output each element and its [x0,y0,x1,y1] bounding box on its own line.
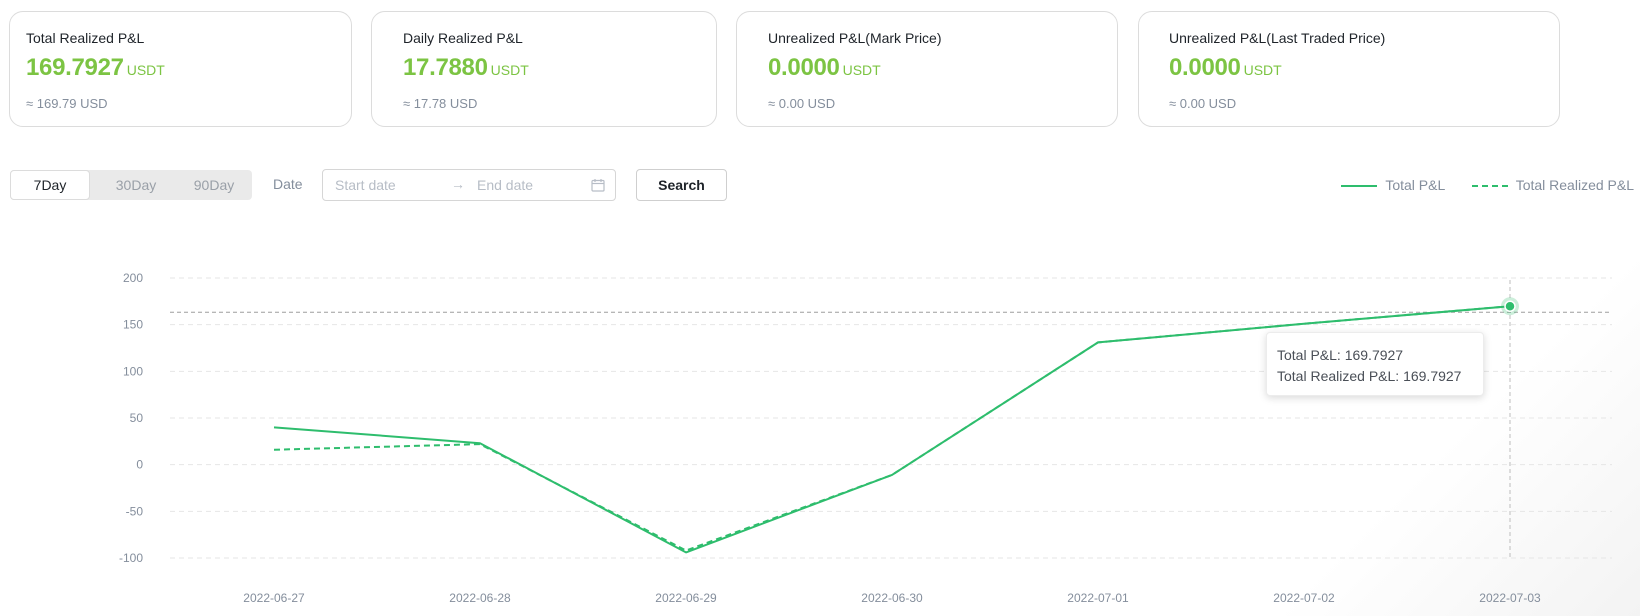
end-date-input[interactable] [477,170,585,200]
card-daily-realized-pnl: Daily Realized P&L 17.7880 USDT ≈ 17.78 U… [371,11,717,127]
date-range-picker[interactable]: → [322,169,616,201]
card-value: 169.7927 [26,54,124,81]
y-tick-label: 100 [123,364,143,378]
card-unit: USDT [126,62,165,78]
date-label: Date [273,176,303,192]
time-range-selector: 7Day 30Day 90Day [10,170,252,200]
pnl-chart[interactable]: 200 150 100 50 0 -50 -100 2022-06-27 2022-06-28 2… [0,230,1640,616]
card-value-row: 0.0000 USDT [768,54,881,82]
legend-solid-swatch [1341,185,1378,188]
card-unit: USDT [490,62,529,78]
card-value-row: 0.0000 USDT [1169,54,1282,82]
range-90day-button[interactable]: 90Day [193,177,235,193]
filter-toolbar: 7Day 30Day 90Day Date → Search Total P&L… [0,160,1640,210]
card-value: 17.7880 [403,54,488,81]
range-7day-button[interactable]: 7Day [10,170,90,200]
pnl-line-chart: 200 150 100 50 0 -50 -100 2022-06-27 2022-06-28 2… [119,271,1612,605]
tooltip-total-realized-pnl: Total Realized P&L: 169.7927 [1277,368,1462,384]
card-value: 0.0000 [1169,54,1241,81]
card-unrealized-pnl-mark: Unrealized P&L(Mark Price) 0.0000 USDT ≈ … [736,11,1118,127]
range-30day-button[interactable]: 30Day [115,177,157,193]
card-approx: ≈ 0.00 USD [768,96,836,111]
card-unit: USDT [842,62,881,78]
card-title: Daily Realized P&L [403,30,523,46]
legend-label: Total P&L [1385,177,1446,193]
highlight-point [1504,300,1516,312]
y-tick-label: 150 [123,318,143,332]
card-title: Unrealized P&L(Last Traded Price) [1169,30,1386,46]
card-value-row: 169.7927 USDT [26,54,165,82]
card-value-row: 17.7880 USDT [403,54,529,82]
card-title: Total Realized P&L [26,30,145,46]
card-value: 0.0000 [768,54,840,81]
x-tick-label: 2022-06-28 [449,591,511,605]
chart-legend: Total P&L Total Realized P&L [1319,177,1634,197]
x-tick-label: 2022-07-03 [1479,591,1541,605]
y-tick-label: 200 [123,271,143,285]
series-line-total-pnl [273,305,1511,554]
y-tick-label: -100 [119,551,143,565]
x-tick-label: 2022-07-02 [1273,591,1335,605]
y-tick-label: -50 [126,504,144,518]
tooltip-total-pnl: Total P&L: 169.7927 [1277,347,1404,363]
legend-dashed-swatch [1471,185,1508,188]
calendar-icon[interactable] [591,178,605,192]
legend-label: Total Realized P&L [1515,177,1634,193]
summary-cards: Total Realized P&L 169.7927 USDT ≈ 169.79… [0,0,1640,140]
x-tick-label: 2022-06-27 [243,591,305,605]
card-unrealized-pnl-last: Unrealized P&L(Last Traded Price) 0.0000… [1138,11,1560,127]
x-tick-label: 2022-06-29 [655,591,717,605]
search-button[interactable]: Search [636,169,727,201]
card-approx: ≈ 0.00 USD [1169,96,1237,111]
card-approx: ≈ 169.79 USD [26,96,108,111]
card-title: Unrealized P&L(Mark Price) [768,30,942,46]
card-unit: USDT [1243,62,1282,78]
arrow-right-icon: → [451,176,465,192]
card-total-realized-pnl: Total Realized P&L 169.7927 USDT ≈ 169.79… [9,11,352,127]
x-tick-label: 2022-07-01 [1067,591,1129,605]
legend-total-pnl[interactable]: Total P&L [1341,177,1445,193]
start-date-input[interactable] [335,170,445,200]
card-approx: ≈ 17.78 USD [403,96,478,111]
legend-total-realized-pnl[interactable]: Total Realized P&L [1471,177,1634,193]
chart-tooltip: Total P&L: 169.7927 Total Realized P&L: … [1266,332,1484,396]
x-tick-label: 2022-06-30 [861,591,923,605]
y-tick-label: 0 [136,458,143,472]
y-tick-label: 50 [130,411,144,425]
